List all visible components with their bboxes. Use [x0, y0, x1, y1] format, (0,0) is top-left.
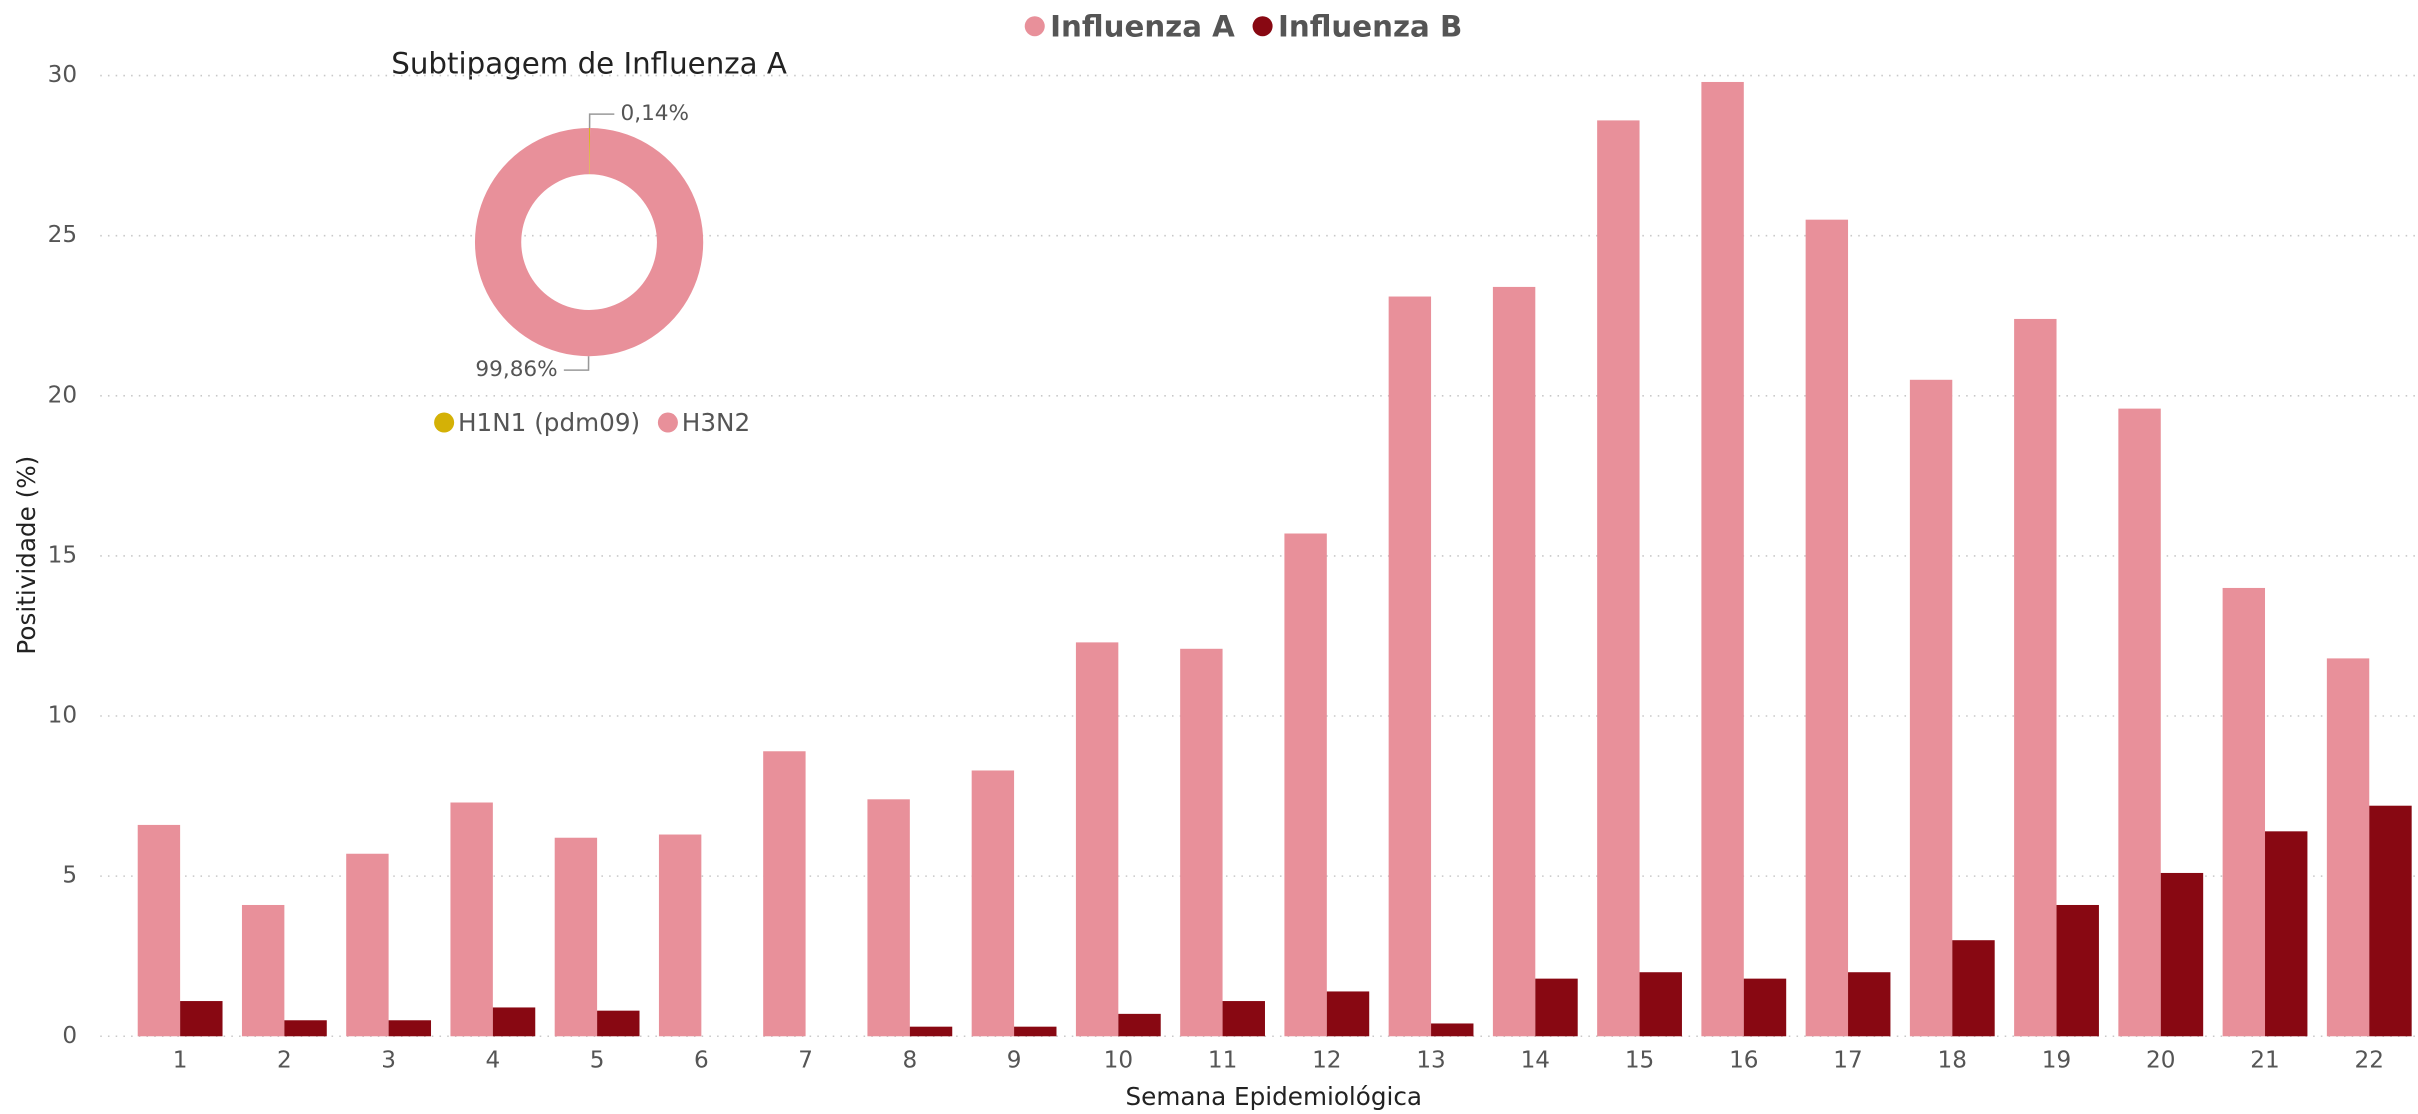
x-tick-label: 9 [1007, 1047, 1022, 1073]
bar [1222, 1001, 1265, 1037]
bar [180, 1001, 223, 1037]
legend-label: H1N1 (pdm09) [458, 408, 640, 437]
leader-line [563, 356, 590, 371]
bar [1597, 120, 1640, 1037]
bar [137, 824, 181, 1037]
y-tick-label: 15 [48, 542, 77, 568]
bar [1388, 296, 1432, 1037]
pie-title: Subtipagem de Influenza A [391, 46, 787, 80]
x-axis-title: Semana Epidemiológica [1126, 1082, 1422, 1111]
bar [2369, 805, 2412, 1037]
y-tick-label: 30 [48, 62, 77, 88]
bar [1848, 972, 1891, 1037]
x-tick-label: 22 [2355, 1047, 2384, 1073]
legend-marker [657, 412, 678, 433]
pie-slice [589, 127, 591, 175]
bar [1909, 379, 1953, 1037]
bar [2265, 831, 2308, 1037]
y-axis-title: Positividade (%) [12, 456, 41, 655]
x-tick-label: 13 [1416, 1047, 1445, 1073]
bar [597, 1010, 640, 1037]
pie-slice [474, 127, 704, 357]
bar [450, 802, 493, 1037]
bar [1284, 533, 1327, 1037]
x-tick-label: 19 [2042, 1047, 2071, 1073]
y-tick-label: 10 [48, 703, 77, 729]
bar [492, 1007, 536, 1037]
bar [2014, 318, 2057, 1037]
x-tick-label: 15 [1625, 1047, 1654, 1073]
x-tick-label: 1 [173, 1047, 188, 1073]
bar [1701, 81, 1744, 1037]
x-tick-label: 2 [277, 1047, 292, 1073]
x-tick-label: 10 [1104, 1047, 1133, 1073]
leader-line [588, 113, 615, 128]
bar [1014, 1026, 1057, 1037]
x-tick-label: 18 [1938, 1047, 1967, 1073]
bar [554, 837, 598, 1037]
data-label: 0,14% [620, 101, 689, 126]
bar [658, 834, 702, 1037]
legend-marker [1252, 16, 1273, 37]
legend-label: Influenza B [1278, 9, 1462, 43]
bar [1326, 991, 1370, 1037]
x-tick-label: 6 [694, 1047, 709, 1073]
bar [2056, 904, 2099, 1037]
bar [1743, 978, 1787, 1037]
y-tick-label: 5 [62, 863, 77, 889]
bar [1639, 972, 1682, 1037]
bar [241, 904, 285, 1037]
y-tick-label: 20 [48, 382, 77, 408]
bar [2326, 658, 2370, 1037]
bar [763, 751, 806, 1037]
bar [1805, 219, 1849, 1037]
bar [2222, 587, 2266, 1037]
legend-label: Influenza A [1050, 9, 1235, 43]
legend-label: H3N2 [682, 408, 750, 437]
x-tick-label: 12 [1312, 1047, 1341, 1073]
x-tick-label: 4 [485, 1047, 500, 1073]
legend-marker [1024, 16, 1045, 37]
bar [388, 1020, 432, 1037]
x-tick-label: 17 [1833, 1047, 1862, 1073]
bar [1492, 286, 1536, 1037]
x-tick-label: 7 [798, 1047, 813, 1073]
legend-marker [434, 412, 455, 433]
x-tick-label: 8 [902, 1047, 917, 1073]
bar [1535, 978, 1578, 1037]
x-tick-label: 20 [2146, 1047, 2175, 1073]
bar [1075, 642, 1119, 1037]
bar [1180, 648, 1223, 1037]
bar [2118, 408, 2161, 1037]
bar [2160, 872, 2204, 1037]
bar [1118, 1013, 1161, 1037]
y-tick-label: 0 [62, 1023, 77, 1049]
bar [909, 1026, 953, 1037]
bar [1952, 940, 1995, 1037]
x-tick-label: 5 [590, 1047, 605, 1073]
x-tick-label: 3 [381, 1047, 396, 1073]
x-tick-label: 14 [1521, 1047, 1550, 1073]
x-tick-label: 21 [2250, 1047, 2279, 1073]
bar [346, 853, 389, 1037]
bar [284, 1020, 327, 1037]
data-label: 99,86% [475, 357, 557, 382]
x-tick-label: 16 [1729, 1047, 1758, 1073]
bar [1431, 1023, 1474, 1037]
y-tick-label: 25 [48, 222, 77, 248]
bar [971, 770, 1015, 1037]
x-tick-label: 11 [1208, 1047, 1237, 1073]
bar [867, 799, 910, 1037]
